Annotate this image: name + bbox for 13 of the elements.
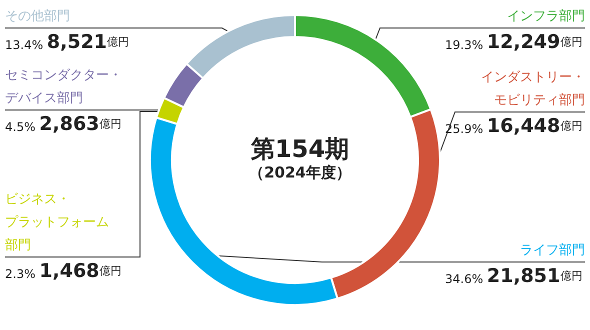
data-label: 13.4% 8,521億円 xyxy=(5,31,130,53)
data-label: 19.3% 12,249億円 xyxy=(445,31,582,53)
data-label: 2.3% 1,468億円 xyxy=(5,260,122,282)
slice-label: インダストリー・モビリティ部門 xyxy=(481,70,585,108)
slice-label: セミコンダクター・デバイス部門 xyxy=(5,68,122,106)
text: 第154期 xyxy=(250,135,350,163)
slice-label: ビジネス・プラットフォーム部門 xyxy=(5,192,109,253)
data-label: 4.5% 2,863億円 xyxy=(5,113,122,135)
data-label: 34.6% 21,851億円 xyxy=(445,265,582,287)
text: （2024年度） xyxy=(249,164,351,182)
slice-label: その他部門 xyxy=(5,9,70,24)
slice-label: インフラ部門 xyxy=(507,9,585,24)
slice-label: ライフ部門 xyxy=(520,243,585,258)
